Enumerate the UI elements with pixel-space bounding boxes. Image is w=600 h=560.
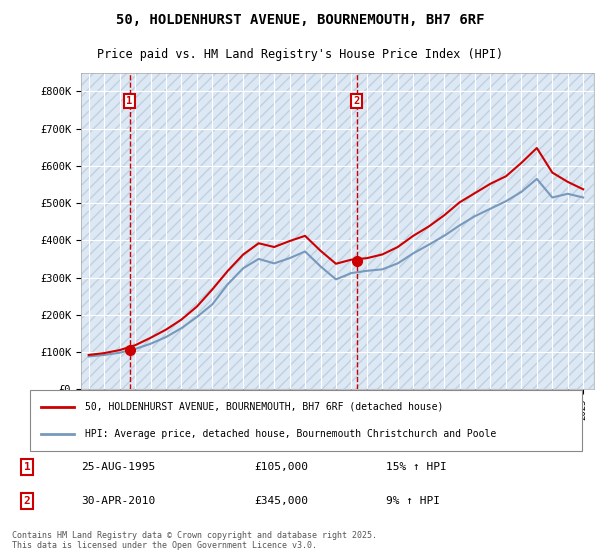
Text: 50, HOLDENHURST AVENUE, BOURNEMOUTH, BH7 6RF: 50, HOLDENHURST AVENUE, BOURNEMOUTH, BH7… — [116, 13, 484, 27]
Text: 2: 2 — [23, 496, 30, 506]
Text: 1: 1 — [127, 96, 133, 106]
Text: Contains HM Land Registry data © Crown copyright and database right 2025.
This d: Contains HM Land Registry data © Crown c… — [12, 531, 377, 550]
FancyBboxPatch shape — [30, 390, 582, 451]
Text: 9% ↑ HPI: 9% ↑ HPI — [386, 496, 440, 506]
Text: 30-APR-2010: 30-APR-2010 — [81, 496, 155, 506]
Text: HPI: Average price, detached house, Bournemouth Christchurch and Poole: HPI: Average price, detached house, Bour… — [85, 430, 496, 440]
Text: 15% ↑ HPI: 15% ↑ HPI — [386, 462, 447, 472]
Text: 1: 1 — [23, 462, 30, 472]
Text: £105,000: £105,000 — [254, 462, 308, 472]
Text: 50, HOLDENHURST AVENUE, BOURNEMOUTH, BH7 6RF (detached house): 50, HOLDENHURST AVENUE, BOURNEMOUTH, BH7… — [85, 402, 443, 412]
Text: £345,000: £345,000 — [254, 496, 308, 506]
Text: 2: 2 — [353, 96, 359, 106]
Text: 25-AUG-1995: 25-AUG-1995 — [81, 462, 155, 472]
Text: Price paid vs. HM Land Registry's House Price Index (HPI): Price paid vs. HM Land Registry's House … — [97, 48, 503, 61]
